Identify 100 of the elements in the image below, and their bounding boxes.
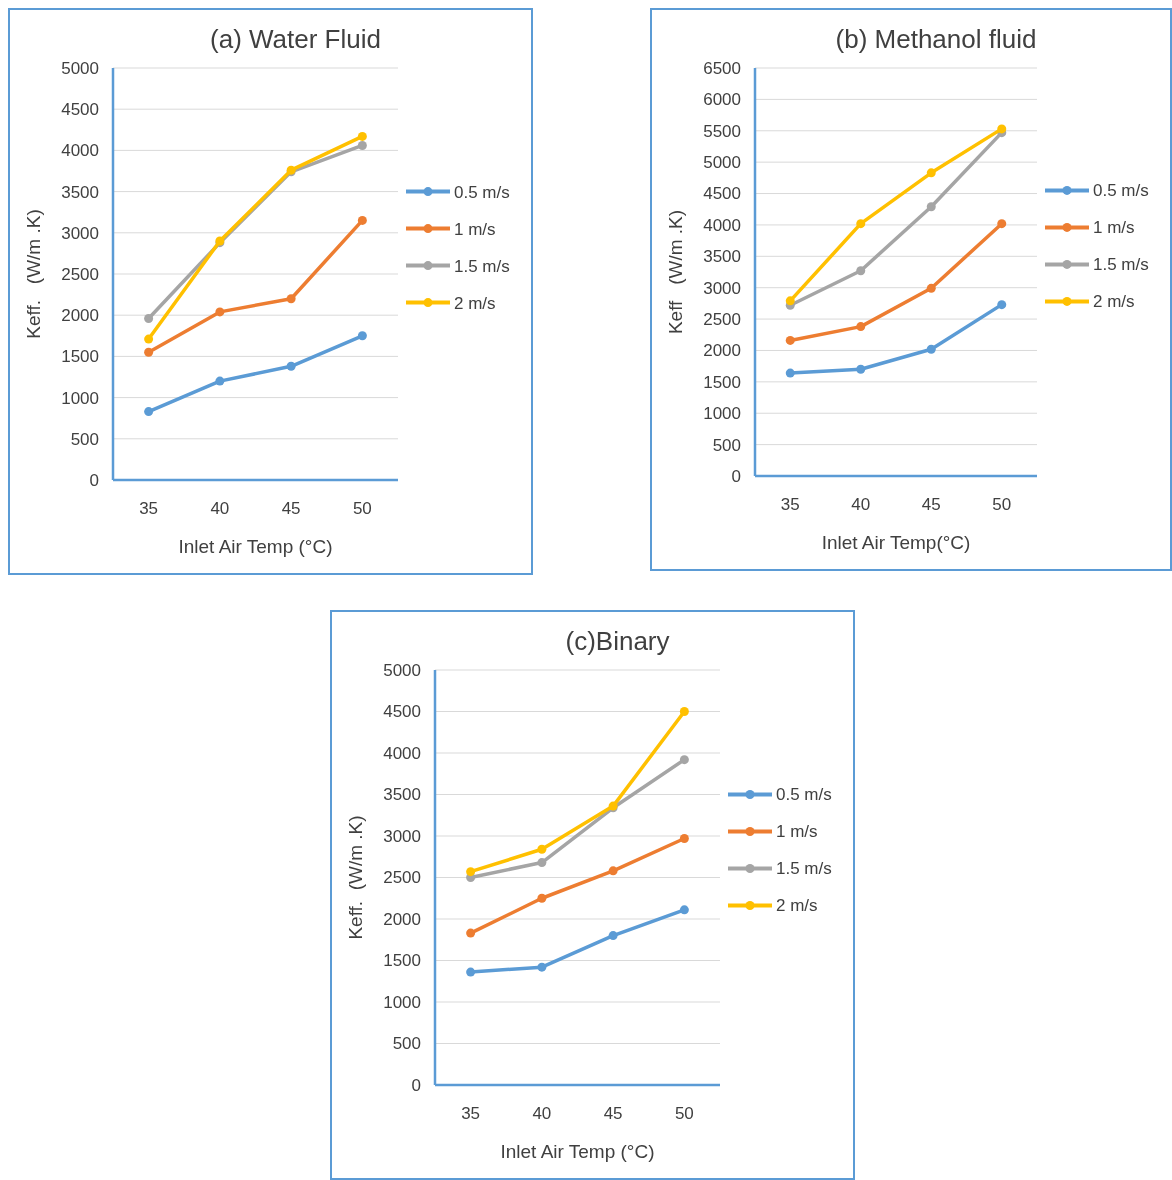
- y-tick-label: 1000: [61, 388, 99, 408]
- point: [466, 967, 476, 977]
- y-tick-label: 4000: [61, 141, 99, 161]
- x-tick-label: 35: [139, 499, 159, 518]
- x-axis-title: Inlet Air Temp (°C): [500, 1141, 655, 1162]
- legend-label: 1 m/s: [776, 822, 818, 842]
- point: [997, 219, 1007, 229]
- point: [679, 707, 689, 716]
- y-tick-label: 0: [411, 1075, 421, 1095]
- legend-label: 0.5 m/s: [454, 182, 510, 202]
- y-tick-label: 500: [392, 1034, 421, 1054]
- y-tick-label: 1500: [703, 372, 741, 392]
- point: [926, 168, 936, 178]
- y-tick-label: 5000: [61, 58, 99, 78]
- y-tick-label: 4000: [383, 743, 421, 763]
- x-axis-title: Inlet Air Temp (°C): [178, 536, 333, 557]
- point: [856, 266, 866, 276]
- y-tick-label: 500: [712, 435, 741, 455]
- y-tick-label: 2000: [703, 341, 741, 361]
- point: [215, 376, 225, 386]
- point: [785, 296, 795, 306]
- point: [357, 331, 367, 341]
- x-tick-label: 50: [674, 1104, 694, 1123]
- point: [537, 858, 547, 868]
- y-tick-label: 4000: [703, 215, 741, 235]
- y-tick-label: 3000: [61, 223, 99, 243]
- y-tick-label: 4500: [703, 184, 741, 204]
- point: [144, 334, 154, 344]
- y-tick-label: 2500: [61, 264, 99, 284]
- point: [286, 294, 296, 304]
- point: [537, 844, 547, 854]
- point: [679, 833, 689, 843]
- point: [679, 905, 689, 915]
- legend-label: 2 m/s: [454, 293, 496, 313]
- x-tick-label: 40: [210, 499, 230, 518]
- y-tick-label: 6500: [703, 58, 741, 78]
- legend-label: 1.5 m/s: [776, 859, 832, 879]
- point: [357, 131, 367, 141]
- legend-label: 2 m/s: [776, 896, 818, 916]
- x-axis-title: Inlet Air Temp(°C): [821, 532, 971, 553]
- y-tick-label: 1500: [383, 951, 421, 971]
- y-tick-label: 500: [70, 429, 99, 449]
- y-tick-label: 5500: [703, 121, 741, 141]
- y-tick-label: 2500: [703, 310, 741, 330]
- point: [357, 140, 367, 150]
- chart-title: (a) Water Fluid: [210, 24, 381, 54]
- x-tick-label: 40: [532, 1104, 552, 1123]
- chart-title: (c)Binary: [565, 626, 670, 656]
- y-tick-label: 3000: [703, 278, 741, 298]
- y-tick-label: 1000: [703, 404, 741, 424]
- point: [856, 322, 866, 332]
- y-axis-title: Keff (W/m .K): [665, 209, 686, 335]
- legend-label: 2 m/s: [1093, 292, 1135, 312]
- y-tick-label: 1000: [383, 992, 421, 1012]
- point: [215, 307, 225, 317]
- y-axis-title: Keff. (W/m .K): [345, 815, 366, 940]
- y-tick-label: 2500: [383, 868, 421, 888]
- legend-label: 1 m/s: [454, 219, 496, 239]
- y-tick-label: 3500: [61, 182, 99, 202]
- point: [537, 893, 547, 903]
- point: [466, 867, 476, 877]
- x-tick-label: 40: [851, 495, 871, 514]
- point: [926, 283, 936, 293]
- x-tick-label: 50: [992, 495, 1012, 514]
- legend-label: 0.5 m/s: [1093, 181, 1149, 201]
- x-tick-label: 45: [921, 495, 941, 514]
- x-tick-label: 45: [281, 499, 301, 518]
- chart-title: (b) Methanol fluid: [835, 24, 1037, 54]
- point: [785, 335, 795, 345]
- y-tick-label: 0: [89, 470, 99, 490]
- legend-label: 1 m/s: [1093, 218, 1135, 238]
- point: [357, 215, 367, 225]
- point: [997, 124, 1007, 134]
- y-tick-label: 3500: [383, 785, 421, 805]
- point: [997, 300, 1007, 310]
- point: [144, 314, 154, 323]
- legend-label: 1.5 m/s: [1093, 255, 1149, 275]
- point: [608, 931, 618, 941]
- y-tick-label: 5000: [383, 660, 421, 680]
- y-tick-label: 1500: [61, 347, 99, 367]
- y-tick-label: 5000: [703, 153, 741, 173]
- y-tick-label: 4500: [61, 100, 99, 120]
- y-tick-label: 0: [731, 466, 741, 486]
- point: [679, 755, 689, 765]
- x-tick-label: 50: [352, 499, 372, 518]
- point: [286, 361, 296, 371]
- y-tick-label: 2000: [61, 306, 99, 326]
- point: [144, 407, 154, 417]
- point: [144, 347, 154, 357]
- point: [785, 368, 795, 378]
- point: [856, 364, 866, 374]
- y-axis-title: Keff. (W/m .K): [23, 209, 44, 339]
- legend-label: 0.5 m/s: [776, 785, 832, 805]
- point: [537, 962, 547, 972]
- x-tick-label: 35: [780, 495, 800, 514]
- point: [926, 202, 936, 212]
- point: [926, 344, 936, 354]
- y-tick-label: 3000: [383, 826, 421, 846]
- point: [608, 866, 618, 876]
- y-tick-label: 6000: [703, 90, 741, 110]
